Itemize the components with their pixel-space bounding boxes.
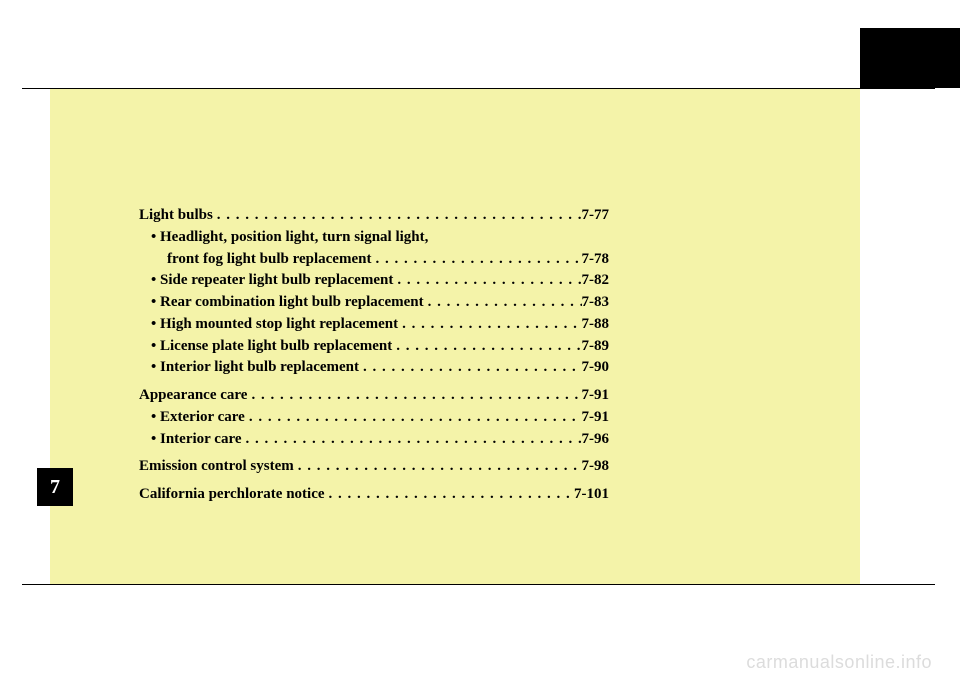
page-content-area: Light bulbs 7-77 • Headlight, position lig… xyxy=(50,89,860,584)
toc-label: Light bulbs xyxy=(139,205,213,227)
toc-row: • Interior care 7-96 xyxy=(139,429,609,451)
toc-leader-dots xyxy=(294,456,582,478)
toc-leader-dots xyxy=(245,407,582,429)
toc-page: 7-91 xyxy=(582,385,610,407)
toc-leader-dots xyxy=(242,429,582,451)
toc-label: • Rear combination light bulb replacemen… xyxy=(151,292,424,314)
toc-row: California perchlorate notice 7-101 xyxy=(139,484,609,506)
toc-row: Light bulbs 7-77 xyxy=(139,205,609,227)
toc-row: • Interior light bulb replacement 7-90 xyxy=(139,357,609,379)
toc-label: • License plate light bulb replacement xyxy=(151,336,392,358)
toc-row: • Side repeater light bulb replacement 7-… xyxy=(139,270,609,292)
toc-row: front fog light bulb replacement 7-78 xyxy=(139,249,609,271)
toc-label: front fog light bulb replacement xyxy=(167,249,371,271)
toc-label: • Interior care xyxy=(151,429,242,451)
toc-leader-dots xyxy=(371,249,581,271)
toc-page: 7-88 xyxy=(582,314,610,336)
toc-page: 7-77 xyxy=(582,205,610,227)
toc-page: 7-91 xyxy=(582,407,610,429)
toc-page: 7-90 xyxy=(582,357,610,379)
watermark-text: carmanualsonline.info xyxy=(746,652,932,673)
bottom-border-line xyxy=(22,584,935,585)
toc-leader-dots xyxy=(393,270,581,292)
toc-page: 7-82 xyxy=(582,270,610,292)
top-corner-bar xyxy=(860,28,960,88)
toc-page: 7-96 xyxy=(582,429,610,451)
toc-row: • License plate light bulb replacement 7-… xyxy=(139,336,609,358)
toc-label: • Headlight, position light, turn signal… xyxy=(151,227,428,249)
toc-row: • Headlight, position light, turn signal… xyxy=(139,227,609,249)
toc-leader-dots xyxy=(392,336,581,358)
toc-label: Emission control system xyxy=(139,456,294,478)
chapter-number-tab: 7 xyxy=(37,468,73,506)
toc-label: Appearance care xyxy=(139,385,247,407)
toc-page: 7-98 xyxy=(582,456,610,478)
toc-page: 7-78 xyxy=(582,249,610,271)
toc-label: California perchlorate notice xyxy=(139,484,325,506)
toc-leader-dots xyxy=(247,385,581,407)
toc-row: Emission control system 7-98 xyxy=(139,456,609,478)
toc-leader-dots xyxy=(359,357,581,379)
toc-label: • High mounted stop light replacement xyxy=(151,314,398,336)
toc-row: • Rear combination light bulb replacemen… xyxy=(139,292,609,314)
toc-leader-dots xyxy=(325,484,574,506)
toc-leader-dots xyxy=(398,314,581,336)
toc-label: • Interior light bulb replacement xyxy=(151,357,359,379)
toc-label: • Side repeater light bulb replacement xyxy=(151,270,393,292)
toc-page: 7-89 xyxy=(582,336,610,358)
toc-label: • Exterior care xyxy=(151,407,245,429)
toc-row: Appearance care 7-91 xyxy=(139,385,609,407)
toc-page: 7-83 xyxy=(582,292,610,314)
toc-leader-dots xyxy=(213,205,582,227)
toc-row: • High mounted stop light replacement 7-8… xyxy=(139,314,609,336)
toc-leader-dots xyxy=(424,292,582,314)
table-of-contents: Light bulbs 7-77 • Headlight, position lig… xyxy=(139,205,609,506)
toc-row: • Exterior care 7-91 xyxy=(139,407,609,429)
toc-page: 7-101 xyxy=(574,484,609,506)
